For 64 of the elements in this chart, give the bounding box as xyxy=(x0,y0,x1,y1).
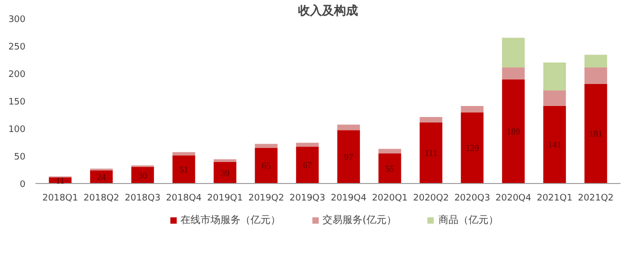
x-tick-label: 2020Q2 xyxy=(413,194,449,204)
bar xyxy=(296,142,319,147)
bar xyxy=(502,80,525,184)
bar xyxy=(543,90,566,106)
x-tick-label: 2018Q2 xyxy=(84,194,120,204)
data-label: 67 xyxy=(302,160,312,170)
legend-label: 交易服务(亿元） xyxy=(322,214,396,227)
legend-label: 在线市场服务（亿元） xyxy=(180,214,281,227)
chart-title: 收入及构成 xyxy=(298,4,358,18)
y-tick-label: 250 xyxy=(8,42,26,52)
bar xyxy=(172,155,196,184)
data-label: 111 xyxy=(424,148,438,158)
y-tick-label: 50 xyxy=(14,152,26,162)
data-label: 65 xyxy=(262,160,272,171)
bar xyxy=(337,130,360,184)
x-tick-label: 2019Q3 xyxy=(290,194,326,204)
bar xyxy=(584,67,608,84)
y-tick-label: 0 xyxy=(20,180,26,190)
data-label: 30 xyxy=(138,170,148,180)
x-tick-label: 2018Q1 xyxy=(42,194,78,204)
bar xyxy=(337,124,360,130)
bar xyxy=(460,106,484,113)
x-tick-label: 2018Q4 xyxy=(166,194,202,204)
data-label: 189 xyxy=(506,126,521,137)
data-label: 39 xyxy=(220,168,230,178)
data-label: 181 xyxy=(589,128,603,139)
bar xyxy=(254,148,278,184)
bar xyxy=(378,148,402,154)
bar xyxy=(584,84,608,184)
data-label: 55 xyxy=(385,163,395,174)
data-label: 97 xyxy=(344,152,354,162)
x-tick-label: 2019Q4 xyxy=(330,194,367,204)
x-tick-label: 2021Q1 xyxy=(536,194,572,204)
data-label: 141 xyxy=(548,140,562,150)
x-tick-label: 2021Q2 xyxy=(578,194,614,204)
y-tick-label: 300 xyxy=(8,15,26,25)
y-tick-label: 100 xyxy=(8,125,26,135)
data-label: 129 xyxy=(465,143,480,154)
y-tick-label: 200 xyxy=(8,70,26,80)
x-tick-label: 2020Q3 xyxy=(454,194,490,204)
bar xyxy=(378,153,402,184)
bar xyxy=(543,62,566,91)
data-label: 24 xyxy=(96,172,106,182)
bar xyxy=(584,54,608,68)
bar xyxy=(543,106,566,184)
bar xyxy=(420,116,442,122)
bar xyxy=(460,112,484,184)
data-label: 11 xyxy=(56,175,65,186)
bar xyxy=(214,159,236,162)
x-tick-label: 2019Q2 xyxy=(248,194,284,204)
legend-label: 商品（亿元） xyxy=(438,214,498,227)
bar xyxy=(254,144,278,148)
x-tick-label: 2020Q4 xyxy=(496,194,532,204)
bar xyxy=(214,162,236,184)
bar xyxy=(296,146,319,184)
x-tick-label: 2019Q1 xyxy=(207,194,243,204)
x-tick-label: 2020Q1 xyxy=(372,194,408,204)
data-label: 51 xyxy=(179,164,188,174)
x-tick-label: 2018Q3 xyxy=(124,194,160,204)
bar xyxy=(502,38,525,68)
y-tick-label: 150 xyxy=(8,98,26,108)
bar xyxy=(420,122,442,184)
bar xyxy=(172,152,196,156)
bar xyxy=(502,67,525,80)
